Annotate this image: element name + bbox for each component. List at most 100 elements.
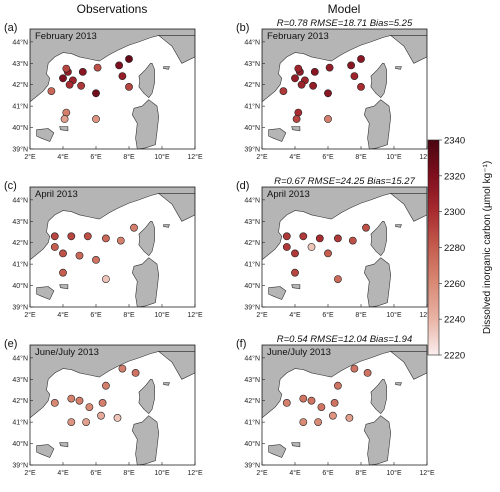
map-panel-b: 2°E 4°E 6°E 8°E 10°E 12°E 39°N 40°N 41°N 42°N 43°N… [236,18,435,161]
y-tick-label: 40°N [244,440,260,448]
land-france [262,187,427,261]
station-point [291,268,299,277]
station-point [75,251,84,260]
x-tick-label: 12°E [187,469,203,477]
column-title-model: Model [328,2,361,16]
y-tick-label: 44°N [12,354,28,362]
station-point [324,89,332,98]
land-elba [395,66,402,70]
colorbar-gradient [427,139,440,356]
station-point [92,115,100,123]
station-point [347,61,355,70]
y-tick-label: 44°N [244,196,260,204]
x-tick-label: 8°E [123,311,135,319]
x-tick-label: 4°E [289,311,301,319]
land-italy [389,351,427,380]
station-point [348,236,357,245]
x-tick-label: 12°E [419,153,435,161]
station-point [50,398,59,407]
survey-label: February 2013 [267,31,329,42]
x-tick-label: 10°E [154,153,170,161]
land-france [262,29,427,103]
x-tick-label: 8°E [355,153,367,161]
land-mallorca [36,286,55,300]
station-point [333,275,342,283]
station-point [115,61,123,70]
land-elba [163,382,170,386]
y-tick-label: 42°N [12,239,28,247]
survey-label: February 2013 [35,31,97,42]
station-point [118,364,127,373]
y-tick-label: 40°N [12,124,28,132]
land-france [30,345,195,419]
x-tick-label: 4°E [57,469,69,477]
land-corsica [138,378,155,415]
station-point [83,232,92,241]
station-points [282,223,370,283]
y-tick-label: 39°N [244,146,260,154]
station-point [291,249,299,258]
x-tick-label: 6°E [90,311,102,319]
y-tick-label: 43°N [12,376,28,384]
column-title-observations: Observations [77,2,148,16]
x-tick-label: 2°E [24,153,36,161]
x-tick-label: 6°E [322,311,334,319]
x-tick-label: 2°E [256,153,268,161]
station-point [291,74,299,83]
land-italy [157,351,195,380]
station-point [67,418,76,426]
colorbar-tick-label: 2340 [444,136,465,147]
land-menorca [291,126,301,132]
validation-stats: R=0.78 RMSE=18.71 Bias=5.25 [277,18,413,29]
map-panel-c: 2°E 4°E 6°E 8°E 10°E 12°E 39°N 40°N 41°N 42°N 43°N… [4,180,203,319]
station-point [113,413,122,422]
station-point [330,398,339,407]
y-tick-label: 42°N [244,397,260,405]
validation-stats: R=0.67 RMSE=24.25 Bias=15.27 [274,176,415,187]
y-tick-label: 41°N [12,103,28,111]
x-tick-label: 6°E [322,469,334,477]
x-tick-label: 12°E [187,311,203,319]
land-corsica [138,62,155,99]
x-tick-label: 8°E [123,469,135,477]
y-tick-label: 44°N [12,196,28,204]
station-point [307,396,316,405]
x-tick-label: 2°E [256,469,268,477]
land-sardinia [131,415,160,465]
x-tick-label: 4°E [57,311,69,319]
station-point [362,223,370,232]
land-italy [389,35,427,64]
land-menorca [291,442,301,448]
station-point [50,243,59,251]
panel-letter: (b) [236,22,249,34]
station-point [345,413,354,422]
station-points [47,55,133,123]
x-tick-label: 2°E [256,311,268,319]
station-point [310,68,319,76]
station-point [125,55,133,63]
station-point [315,234,324,243]
y-tick-label: 39°N [244,462,260,470]
panel-letter: (d) [236,180,249,192]
y-tick-label: 39°N [12,146,28,154]
x-tick-label: 8°E [355,469,367,477]
coastline [30,187,195,307]
y-tick-label: 43°N [12,60,28,68]
colorbar-tick-label: 2240 [444,315,465,326]
x-tick-label: 12°E [419,469,435,477]
y-tick-label: 41°N [12,419,28,427]
colorbar-tick-label: 2300 [444,207,465,218]
map-panel-e: 2°E 4°E 6°E 8°E 10°E 12°E 39°N 40°N 41°N 42°N 43°N… [4,338,203,477]
station-point [93,63,102,72]
validation-stats: R=0.54 RMSE=12.04 Bias=1.94 [277,334,412,345]
map-panels: 2°E 4°E 6°E 8°E 10°E 12°E 39°N 40°N 41°N 42°N 43°N… [4,18,435,477]
panel-frame [261,344,428,466]
x-tick-label: 12°E [419,311,435,319]
land-sardinia [131,257,160,307]
map-panel-f: 2°E 4°E 6°E 8°E 10°E 12°E 39°N 40°N 41°N 42°N 43°N… [236,334,435,477]
land-mallorca [36,128,55,142]
land-menorca [59,442,69,448]
x-tick-label: 12°E [187,153,203,161]
panel-frame [29,28,196,150]
